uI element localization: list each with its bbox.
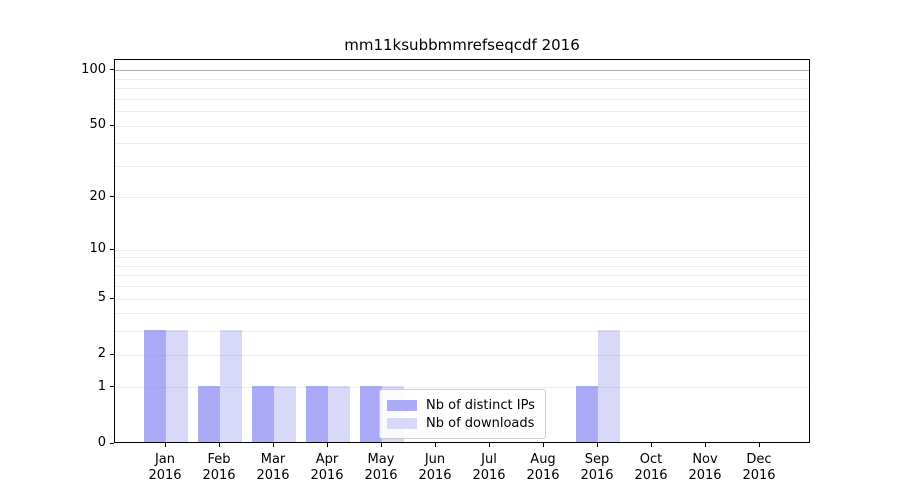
ytick-mark-10 [110, 248, 114, 250]
ytick-mark-0 [110, 442, 114, 444]
xtick-label-jun: Jun 2016 [418, 452, 452, 483]
bar-ips-jan [144, 330, 166, 442]
ytick-label-2: 2 [97, 346, 106, 362]
gridline-4 [115, 313, 809, 315]
xtick-label-sep: Sep 2016 [580, 452, 614, 483]
xtick-mark-sep [596, 443, 598, 447]
xtick-mark-jul [488, 443, 490, 447]
gridline-7 [115, 275, 809, 277]
legend-item-downloads: Nb of downloads [387, 414, 537, 432]
legend-item-distinct-ips: Nb of distinct IPs [387, 396, 537, 414]
ytick-mark-2 [110, 353, 114, 355]
ytick-mark-100 [110, 69, 114, 71]
xtick-mark-feb [218, 443, 220, 447]
gridline-1 [115, 387, 809, 389]
xtick-mark-may [380, 443, 382, 447]
xtick-mark-oct [650, 443, 652, 447]
gridlines-layer [115, 60, 809, 442]
ytick-label-0: 0 [97, 435, 106, 450]
bar-ips-may [360, 386, 382, 442]
xtick-mark-apr [326, 443, 328, 447]
xtick-label-nov: Nov 2016 [688, 452, 722, 483]
ytick-label-50: 50 [89, 117, 106, 133]
xtick-label-mar: Mar 2016 [256, 452, 290, 483]
legend-swatch-downloads [387, 417, 417, 429]
ytick-mark-1 [110, 386, 114, 388]
gridline-90 [115, 78, 809, 80]
xtick-label-apr: Apr 2016 [310, 452, 344, 483]
legend-swatch-distinct-ips [387, 399, 417, 411]
ytick-label-100: 100 [81, 61, 106, 77]
ytick-label-10: 10 [89, 241, 106, 257]
xtick-label-jul: Jul 2016 [472, 452, 506, 483]
gridline-30 [115, 165, 809, 167]
gridline-5 [115, 298, 809, 300]
gridline-80 [115, 88, 809, 90]
bar-downloads-mar [274, 386, 296, 442]
xtick-label-oct: Oct 2016 [634, 452, 668, 483]
gridline-6 [115, 286, 809, 288]
ytick-mark-50 [110, 124, 114, 126]
xtick-label-feb: Feb 2016 [202, 452, 236, 483]
bar-ips-mar [252, 386, 274, 442]
bar-ips-sep [576, 386, 598, 442]
bar-ips-apr [306, 386, 328, 442]
gridline-10 [115, 249, 809, 251]
xtick-mark-aug [542, 443, 544, 447]
xtick-mark-dec [758, 443, 760, 447]
gridline-50 [115, 125, 809, 127]
xtick-mark-nov [704, 443, 706, 447]
bar-downloads-jan [166, 330, 188, 442]
xtick-label-may: May 2016 [364, 452, 398, 483]
xtick-mark-jun [434, 443, 436, 447]
xtick-mark-jan [164, 443, 166, 447]
legend-label-distinct-ips: Nb of distinct IPs [426, 397, 535, 413]
bar-downloads-apr [328, 386, 350, 442]
ytick-label-5: 5 [97, 290, 106, 306]
xtick-label-dec: Dec 2016 [742, 452, 776, 483]
xtick-label-aug: Aug 2016 [526, 452, 560, 483]
bar-ips-feb [198, 386, 220, 442]
xtick-label-jan: Jan 2016 [148, 452, 182, 483]
gridline-20 [115, 197, 809, 199]
gridline-3 [115, 331, 809, 333]
legend: Nb of distinct IPs Nb of downloads [379, 389, 546, 439]
gridline-70 [115, 98, 809, 100]
ytick-mark-5 [110, 297, 114, 299]
bar-downloads-sep [598, 330, 620, 442]
gridline-8 [115, 265, 809, 267]
gridline-60 [115, 111, 809, 113]
gridline-100 [115, 70, 809, 72]
ytick-label-1: 1 [97, 378, 106, 394]
gridline-9 [115, 257, 809, 259]
gridline-2 [115, 354, 809, 356]
plot-area [114, 59, 810, 443]
ytick-mark-20 [110, 196, 114, 198]
chart-title: mm11ksubbmmrefseqcdf 2016 [344, 36, 580, 54]
legend-label-downloads: Nb of downloads [426, 415, 535, 431]
gridline-40 [115, 143, 809, 145]
xtick-mark-mar [272, 443, 274, 447]
ytick-label-20: 20 [89, 188, 106, 204]
bar-downloads-feb [220, 330, 242, 442]
